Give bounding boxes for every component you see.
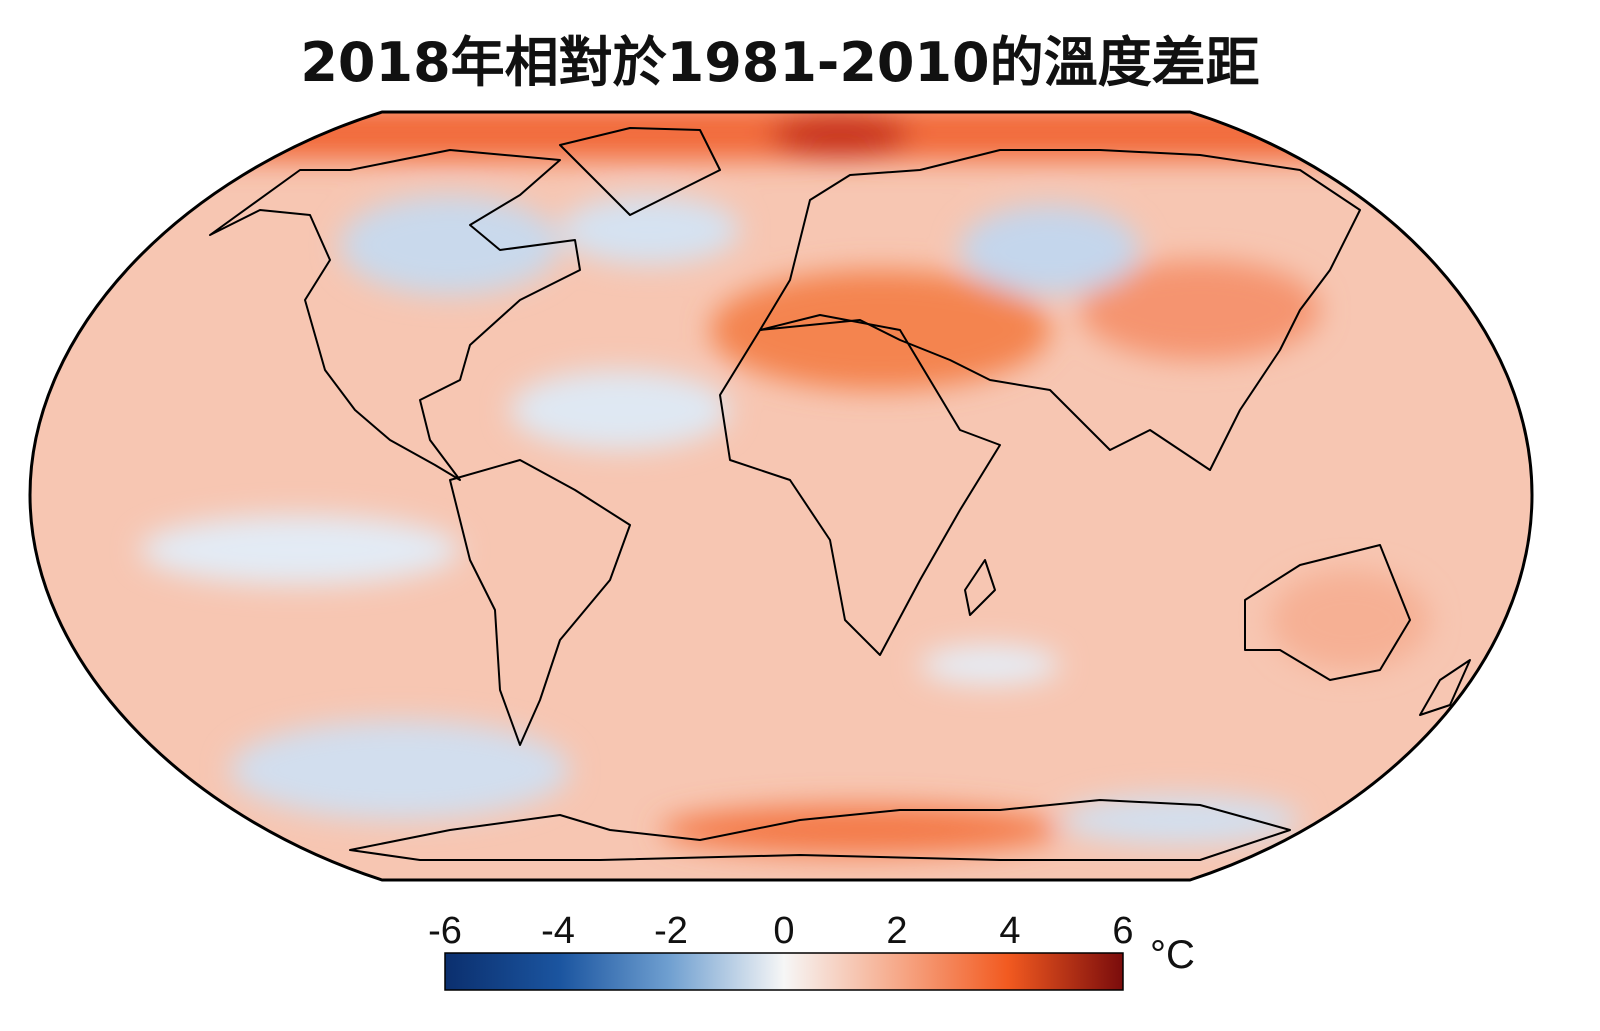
- east-asia-warm: [1080, 260, 1320, 360]
- southern-ocean-cool-west: [230, 720, 570, 820]
- antarctica-outline: [349, 799, 1291, 861]
- antarctic-warm-coast: [660, 805, 1060, 855]
- north-atlantic-cool: [560, 195, 740, 265]
- colorbar-tick-label: 6: [1112, 910, 1133, 952]
- colorbar-ticks: -6 -4 -2 0 2 4 6: [428, 910, 1133, 952]
- globe-border: [28, 110, 1534, 882]
- anomaly-field: [30, 112, 1532, 880]
- africa-outline: [719, 314, 1001, 656]
- south-america-outline: [449, 459, 631, 746]
- colorbar: [444, 952, 1124, 991]
- australia-outline: [1244, 544, 1411, 681]
- north-america-outline: [209, 149, 581, 481]
- southern-ocean-cool-east: [1060, 795, 1300, 845]
- colorbar-tick-label: -2: [654, 910, 688, 952]
- arctic-hotspot: [770, 113, 910, 157]
- canada-cool: [340, 195, 560, 295]
- new-zealand-outline: [1419, 659, 1471, 716]
- madagascar-outline: [964, 559, 996, 616]
- australia-warm: [1270, 570, 1430, 670]
- indian-ocean-cool: [920, 645, 1060, 685]
- colorbar-unit: °C: [1150, 933, 1195, 977]
- colorbar-tick-label: 0: [773, 910, 794, 952]
- colorbar-tick-label: -4: [541, 910, 575, 952]
- south-pacific-cool: [140, 515, 460, 585]
- coastlines: [209, 127, 1471, 861]
- eurasia-outline: [759, 149, 1361, 471]
- greenland-outline: [559, 127, 721, 216]
- colorbar-tick-label: 4: [999, 910, 1020, 952]
- tropical-atlantic-cool: [510, 370, 730, 450]
- page-title: 2018年相對於1981-2010的溫度差距: [300, 31, 1260, 94]
- colorbar-tick-label: -6: [428, 910, 462, 952]
- siberia-cool: [960, 205, 1140, 295]
- colorbar-tick-label: 2: [886, 910, 907, 952]
